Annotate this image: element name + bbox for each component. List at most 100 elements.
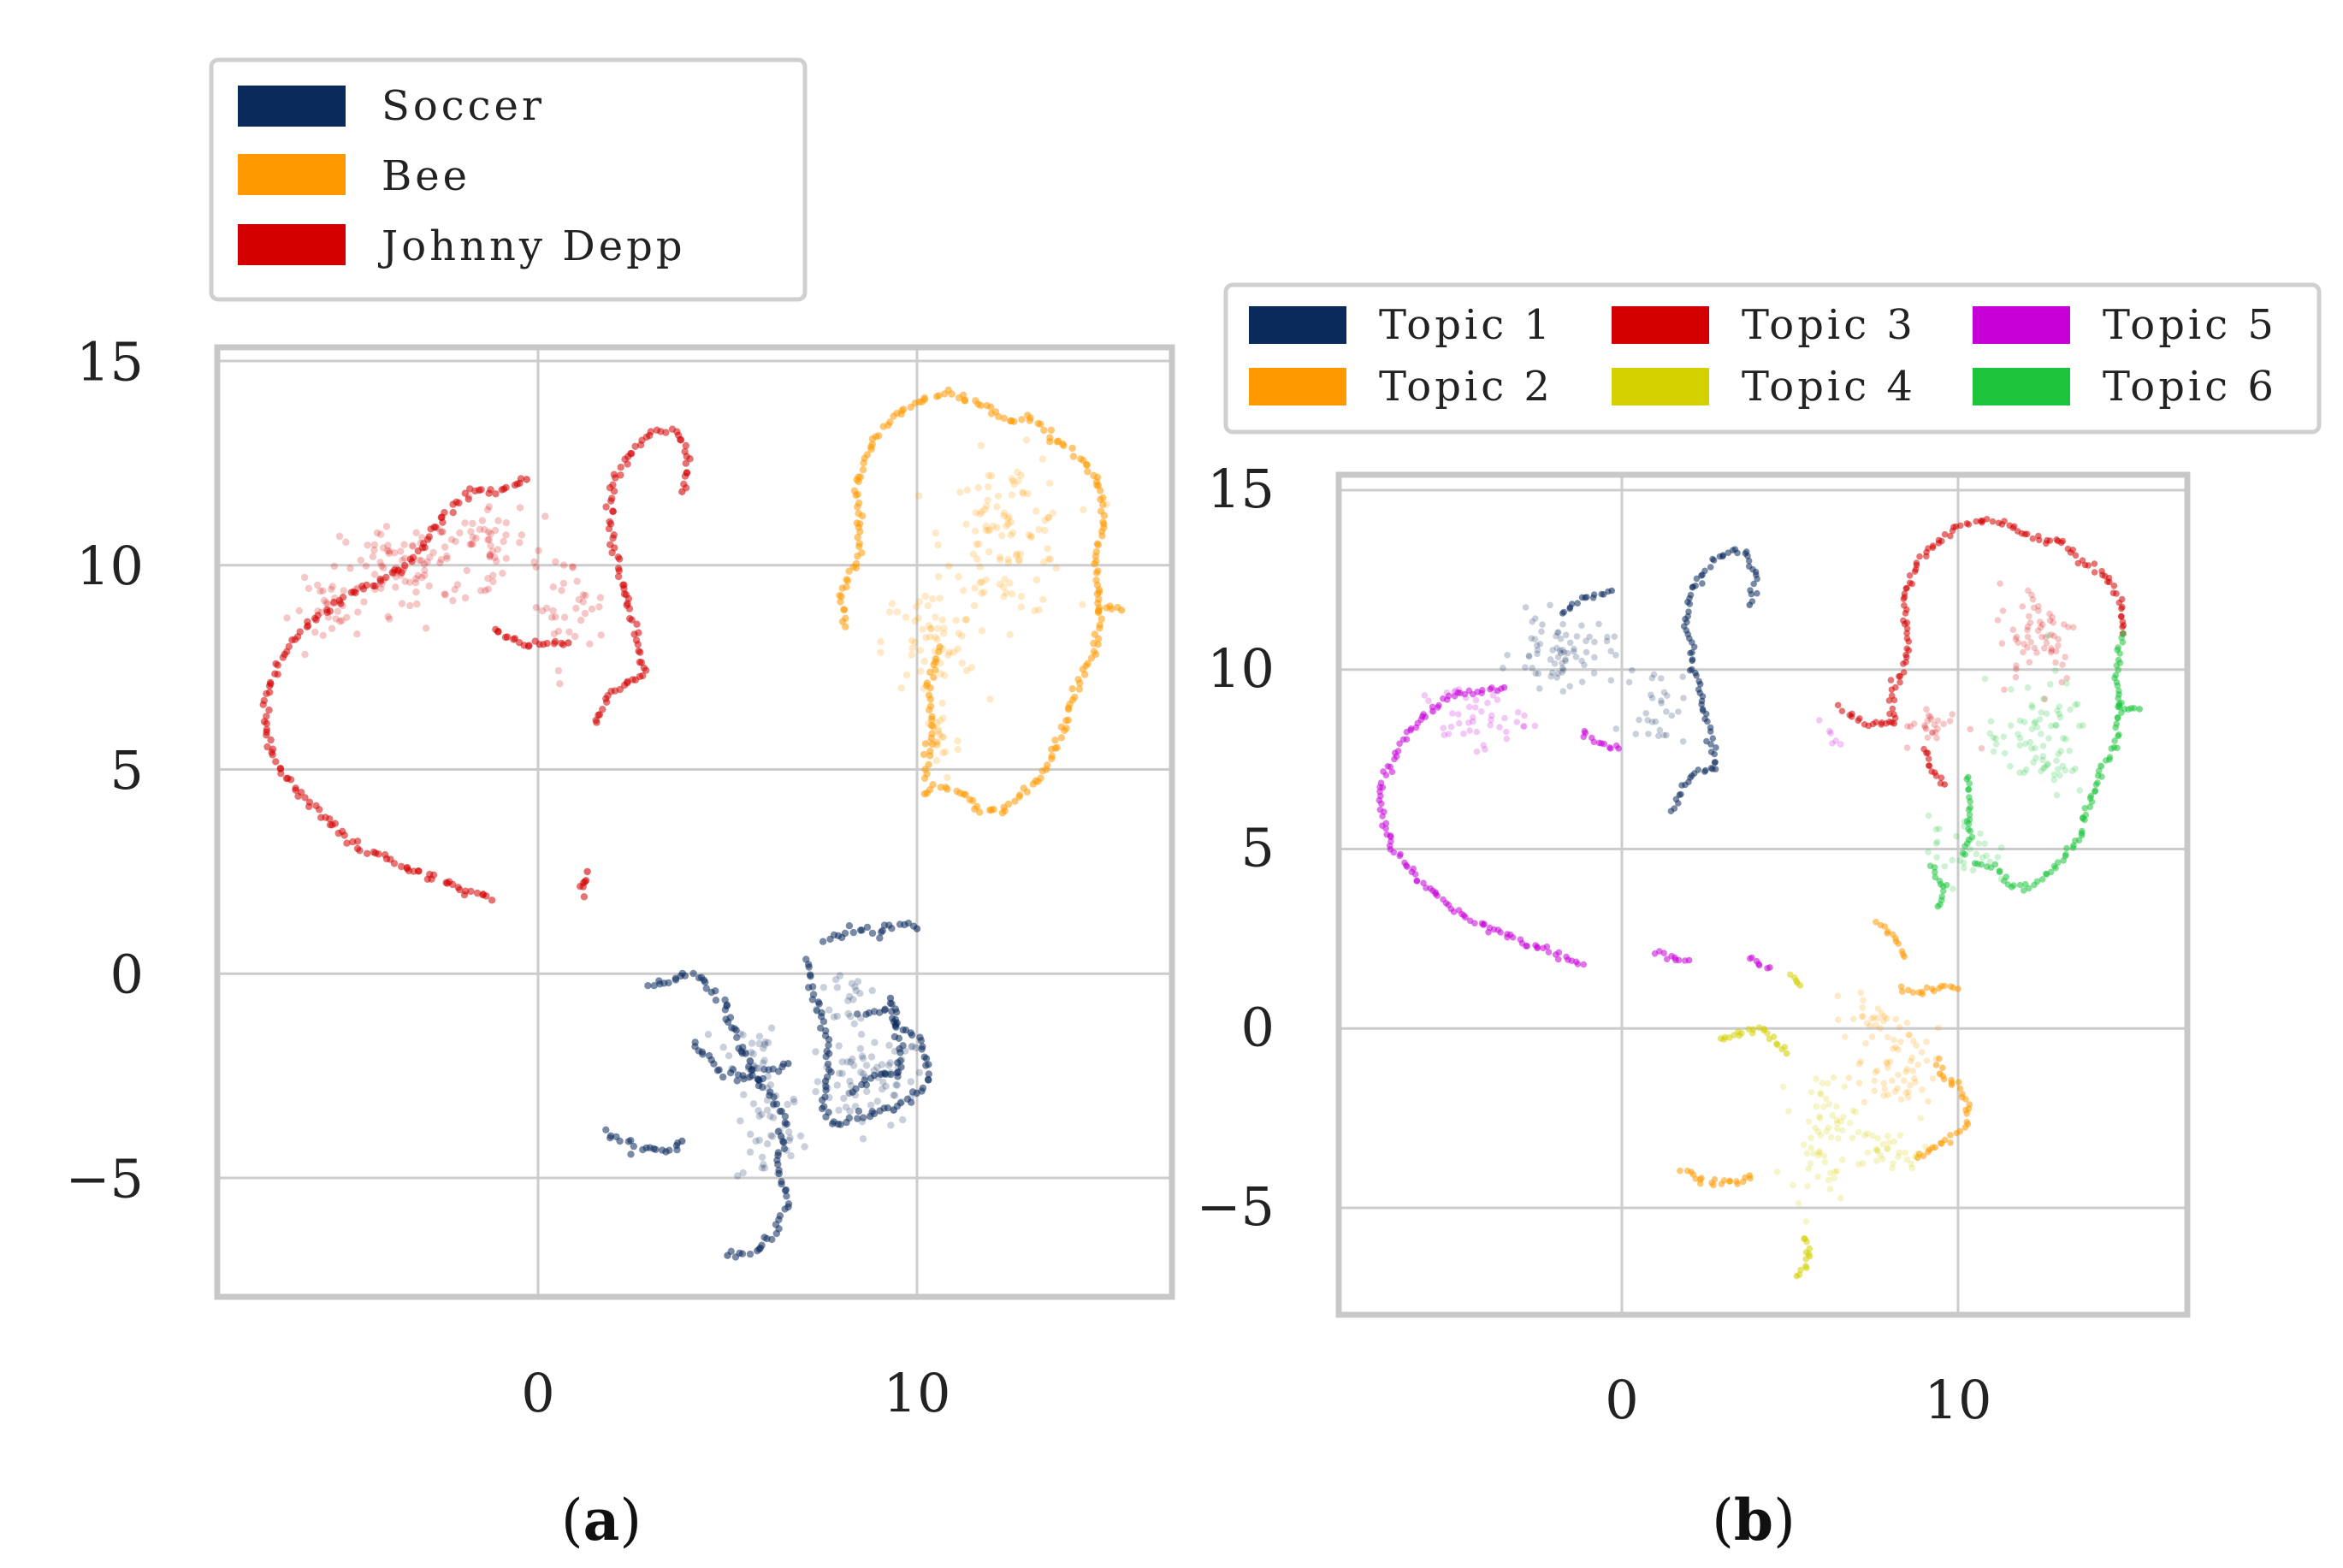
point-johnny-depp	[319, 631, 327, 639]
point-bee	[987, 403, 995, 411]
point-johnny-depp	[429, 548, 437, 557]
point-soccer	[698, 1048, 707, 1056]
point-johnny-depp	[461, 519, 469, 527]
point-topic-4	[1902, 1149, 1908, 1157]
point-topic-5	[1421, 692, 1429, 699]
point-johnny-depp	[269, 745, 277, 753]
point-topic-5	[1376, 806, 1384, 814]
point-topic-1	[1656, 726, 1664, 734]
point-topic-4	[1805, 1165, 1812, 1173]
point-johnny-depp	[488, 547, 496, 555]
point-topic-1	[1562, 656, 1569, 663]
legend-swatch-topic-4	[1612, 368, 1709, 405]
point-soccer	[859, 1055, 867, 1062]
point-johnny-depp	[577, 616, 585, 624]
point-johnny-depp	[627, 450, 635, 458]
point-topic-6	[2028, 725, 2036, 733]
point-topic-1	[1583, 648, 1590, 656]
point-topic-1	[1578, 657, 1585, 665]
point-bee	[888, 600, 896, 607]
point-soccer	[783, 1192, 790, 1200]
point-topic-5	[1521, 712, 1528, 719]
point-soccer	[825, 1036, 833, 1044]
point-topic-2	[1889, 1077, 1896, 1084]
point-topic-3	[2033, 649, 2040, 656]
point-johnny-depp	[382, 851, 389, 859]
point-soccer	[858, 1052, 867, 1060]
point-bee	[1094, 635, 1103, 642]
point-johnny-depp	[575, 595, 583, 604]
point-topic-4	[1873, 1145, 1880, 1153]
point-soccer	[881, 1005, 890, 1013]
point-bee	[1095, 607, 1103, 615]
point-johnny-depp	[386, 547, 393, 555]
point-topic-5	[1455, 719, 1463, 727]
point-bee	[969, 550, 978, 558]
point-topic-6	[2088, 798, 2096, 806]
point-johnny-depp	[571, 632, 579, 641]
point-bee	[986, 695, 994, 703]
point-topic-4	[1803, 1238, 1810, 1246]
point-johnny-depp	[681, 472, 689, 480]
point-topic-3	[1901, 602, 1908, 609]
point-bee	[921, 592, 929, 601]
point-soccer	[759, 1083, 766, 1092]
point-johnny-depp	[606, 541, 614, 548]
point-johnny-depp	[560, 561, 568, 569]
point-bee	[932, 655, 940, 663]
legend-swatch-topic-1	[1249, 306, 1346, 344]
point-bee	[1002, 522, 1010, 530]
point-bee	[944, 785, 951, 793]
point-soccer	[825, 1006, 833, 1014]
point-topic-1	[1675, 708, 1682, 715]
point-topic-5	[1478, 920, 1486, 927]
point-soccer	[760, 1161, 767, 1169]
point-johnny-depp	[441, 508, 448, 517]
point-topic-1	[1652, 718, 1660, 725]
point-topic-6	[2029, 704, 2036, 711]
point-bee	[840, 606, 848, 613]
point-topic-3	[2063, 675, 2070, 682]
point-topic-2	[1909, 989, 1917, 996]
point-bee	[1024, 489, 1032, 498]
point-soccer	[845, 922, 854, 930]
point-bee	[954, 746, 962, 754]
point-bee	[955, 630, 963, 637]
point-johnny-depp	[363, 849, 371, 857]
point-bee	[939, 733, 948, 742]
point-johnny-depp	[624, 460, 631, 468]
point-topic-6	[2076, 787, 2083, 794]
point-topic-4	[1785, 1108, 1792, 1115]
point-johnny-depp	[467, 528, 475, 535]
point-topic-1	[1679, 738, 1687, 745]
point-soccer	[878, 928, 885, 936]
point-topic-1	[1711, 759, 1719, 766]
point-topic-1	[1612, 725, 1620, 732]
point-topic-6	[2021, 887, 2027, 894]
point-topic-3	[1923, 725, 1930, 732]
point-bee	[855, 540, 863, 547]
point-topic-5	[1503, 735, 1511, 743]
point-topic-1	[1549, 647, 1556, 654]
point-topic-2	[1872, 1068, 1879, 1076]
point-johnny-depp	[384, 541, 392, 549]
point-johnny-depp	[518, 531, 526, 539]
point-soccer	[882, 1082, 890, 1091]
point-topic-4	[1879, 1156, 1886, 1163]
point-topic-5	[1494, 696, 1501, 703]
point-bee	[994, 492, 1003, 500]
point-topic-5	[1478, 707, 1485, 715]
point-bee	[1007, 518, 1015, 526]
point-topic-5	[1501, 714, 1508, 722]
point-topic-2	[1903, 1066, 1911, 1073]
point-topic-3	[1902, 659, 1909, 666]
point-topic-6	[2115, 731, 2122, 738]
x-tick-label: 0	[521, 1362, 554, 1424]
point-soccer	[824, 1060, 832, 1068]
point-topic-2	[1907, 1081, 1914, 1089]
point-topic-3	[1927, 716, 1935, 723]
point-topic-4	[1755, 1024, 1763, 1031]
point-topic-6	[2074, 701, 2081, 707]
point-topic-1	[1658, 700, 1665, 707]
